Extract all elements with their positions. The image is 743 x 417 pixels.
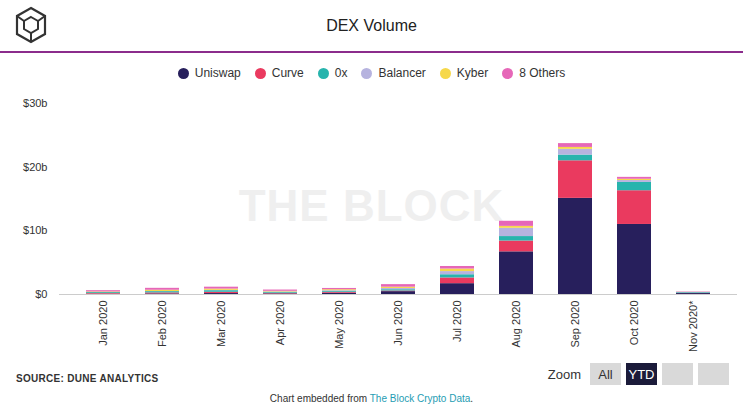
svg-text:$20b: $20b xyxy=(23,161,47,173)
html-text:Chart embedded from The Block: Chart embedded from The Block Crypto Dat… xyxy=(269,393,474,404)
html-text:YTD: YTD xyxy=(628,366,655,382)
svg-text:Jun 2020: Jun 2020 xyxy=(392,301,404,346)
svg-text:Oct 2020: Oct 2020 xyxy=(628,301,640,346)
html-text:8 Others: 8 Others xyxy=(519,66,566,80)
svg-text:May 2020: May 2020 xyxy=(333,301,345,349)
svg-text:Aug 2020: Aug 2020 xyxy=(510,301,522,348)
svg-text:Sep 2020: Sep 2020 xyxy=(569,301,581,348)
svg-text:Nov 2020*: Nov 2020* xyxy=(687,300,699,352)
svg-text:$10b: $10b xyxy=(23,224,47,236)
svg-text:$30b: $30b xyxy=(23,97,47,109)
svg-text:Jul 2020: Jul 2020 xyxy=(451,301,463,343)
html-text:Kyber: Kyber xyxy=(456,66,489,80)
svg-text:Apr 2020: Apr 2020 xyxy=(274,301,286,346)
html-text:Zoom: Zoom xyxy=(547,366,581,382)
html-text:THE BLOCK: THE BLOCK xyxy=(238,181,505,230)
svg-text:Jan 2020: Jan 2020 xyxy=(97,301,109,346)
svg-text:Mar 2020: Mar 2020 xyxy=(215,301,227,347)
html-text:Uniswap: Uniswap xyxy=(194,66,241,80)
html-text:Balancer: Balancer xyxy=(378,66,426,80)
html-text:All: All xyxy=(598,366,613,382)
html-text:Curve: Curve xyxy=(271,66,304,80)
html-text:SOURCE: DUNE ANALYTICS: SOURCE: DUNE ANALYTICS xyxy=(16,373,159,384)
svg-text:Feb 2020: Feb 2020 xyxy=(156,301,168,347)
html-text:DEX Volume: DEX Volume xyxy=(326,17,417,34)
svg-text:$0: $0 xyxy=(35,288,47,300)
html-text:0x: 0x xyxy=(334,66,348,80)
